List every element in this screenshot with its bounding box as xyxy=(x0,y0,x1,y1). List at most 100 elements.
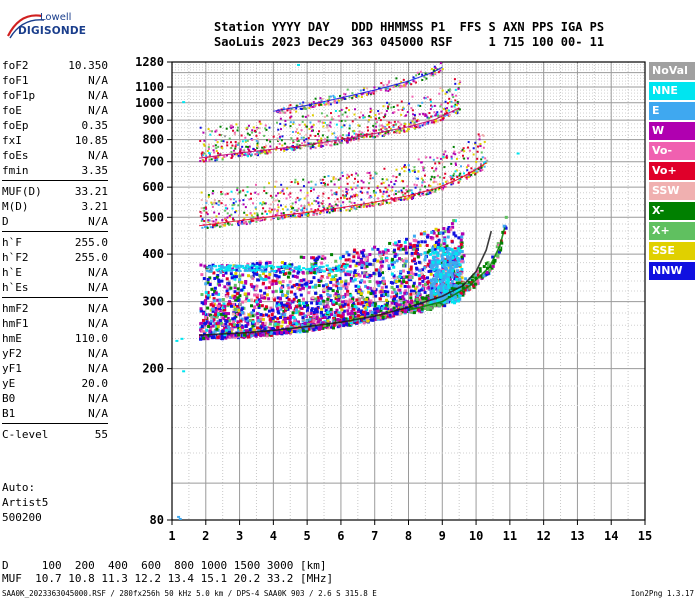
echo-dot-f-layer xyxy=(253,306,257,310)
echo-dot-third-hop xyxy=(444,107,447,110)
echo-dot-f-layer xyxy=(392,274,396,278)
echo-dot-second-hop xyxy=(249,192,252,195)
echo-dot-third-hop xyxy=(413,118,416,121)
echo-dot-third-hop xyxy=(421,101,424,104)
echo-dot-third-hop xyxy=(226,141,229,144)
echo-dot-second-hop xyxy=(467,141,470,144)
echo-dot-x-trace xyxy=(452,286,456,290)
echo-dot-third-hop xyxy=(277,133,280,136)
echo-dot-second-hop xyxy=(256,218,259,221)
param-row: foF1 N/A xyxy=(2,73,108,88)
echo-dot-f-layer xyxy=(439,261,443,265)
echo-dot-fourth-hop xyxy=(412,76,415,79)
echo-dot-f-layer xyxy=(255,312,259,316)
echo-dot-second-hop xyxy=(246,186,249,189)
echo-dot-third-hop xyxy=(427,121,430,124)
echo-dot-f-layer xyxy=(412,247,416,251)
echo-dot-second-hop xyxy=(364,203,367,206)
echo-dot-f-layer xyxy=(330,253,334,257)
echo-dot-x-trace xyxy=(434,303,438,307)
echo-dot-f-layer xyxy=(236,287,240,291)
echo-dot-third-hop xyxy=(373,136,376,139)
echo-dot-f-layer xyxy=(280,301,284,305)
echo-dot-third-hop xyxy=(438,114,441,117)
echo-dot-third-hop xyxy=(256,127,259,130)
echo-dot-f-layer xyxy=(378,316,382,320)
echo-dot-f-layer xyxy=(341,300,345,304)
echo-dot-f-layer xyxy=(378,297,382,301)
echo-dot-third-hop xyxy=(293,146,296,149)
echo-dot-third-hop xyxy=(411,120,414,123)
echo-dot-x-trace xyxy=(476,273,480,277)
echo-dot-f-layer xyxy=(214,311,218,315)
echo-dot-second-hop xyxy=(366,191,369,194)
echo-dot-fourth-hop xyxy=(309,104,312,107)
echo-dot-second-hop xyxy=(460,149,463,152)
echo-dot-third-hop xyxy=(453,78,456,81)
echo-dot-second-hop xyxy=(203,209,206,212)
echo-dot-f-layer xyxy=(412,281,416,285)
echo-dot-f-layer xyxy=(252,263,256,267)
echo-dot-f-layer xyxy=(320,261,324,265)
echo-dot-f-layer xyxy=(451,225,455,229)
echo-dot-second-hop xyxy=(317,208,320,211)
echo-dot-f-layer xyxy=(213,329,217,333)
echo-dot-f-layer xyxy=(346,272,350,276)
echo-dot-f-layer xyxy=(387,267,391,271)
echo-dot-f-layer xyxy=(393,254,397,258)
echo-dot-third-hop xyxy=(208,159,211,162)
echo-dot-f-layer xyxy=(230,276,234,280)
echo-dot-f-layer xyxy=(233,290,237,294)
echo-dot-f-layer xyxy=(221,330,225,334)
echo-dot-f-layer xyxy=(329,307,333,311)
echo-dot-second-hop xyxy=(348,200,351,203)
echo-dot-second-hop xyxy=(211,203,214,206)
echo-dot-f-layer xyxy=(318,302,322,306)
echo-dot-second-hop xyxy=(237,221,240,224)
echo-dot-f-layer xyxy=(311,256,315,260)
echo-dot-second-hop xyxy=(262,201,265,204)
echo-dot-second-hop xyxy=(472,147,475,150)
echo-dot-third-hop xyxy=(456,102,459,105)
echo-dot-streak xyxy=(297,265,301,268)
echo-dot-second-hop xyxy=(258,218,261,221)
echo-dot-f-layer xyxy=(412,289,416,293)
echo-dot-f-layer xyxy=(223,333,227,337)
echo-dot-fourth-hop xyxy=(412,80,415,83)
echo-dot-third-hop xyxy=(258,131,261,134)
echo-dot-f-layer xyxy=(314,326,318,330)
echo-dot-second-hop xyxy=(212,224,215,227)
echo-dot-second-hop xyxy=(399,196,402,199)
echo-dot-f-layer xyxy=(220,321,224,325)
echo-dot-f-layer xyxy=(252,285,256,289)
echo-dot-second-hop xyxy=(361,191,364,194)
echo-dot-second-hop xyxy=(304,213,307,216)
echo-dot-f-layer xyxy=(260,317,264,321)
echo-dot-f-layer xyxy=(229,304,233,308)
echo-dot-third-hop xyxy=(352,137,355,140)
echo-dot-f-layer xyxy=(240,307,244,311)
echo-dot-third-hop xyxy=(248,133,251,136)
echo-dot-second-hop xyxy=(269,218,272,221)
echo-dot-second-hop xyxy=(341,190,344,193)
echo-dot-second-hop xyxy=(450,162,453,165)
echo-dot-f-layer xyxy=(363,262,367,266)
echo-dot-second-hop xyxy=(371,203,374,206)
echo-dot-third-hop xyxy=(442,108,445,111)
echo-dot-f-layer xyxy=(286,275,290,279)
echo-dot-second-hop xyxy=(212,220,215,223)
echo-dot-f-layer xyxy=(298,288,302,292)
echo-dot-f-layer xyxy=(404,310,408,314)
echo-dot-second-hop xyxy=(422,169,425,172)
echo-dot-x-trace xyxy=(497,250,501,254)
echo-dot-third-hop xyxy=(215,150,218,153)
echo-dot-fourth-hop xyxy=(430,67,433,70)
echo-dot-f-layer xyxy=(382,293,386,297)
echo-dot-third-hop xyxy=(333,143,336,146)
echo-dot-third-hop xyxy=(244,140,247,143)
echo-dot-second-hop xyxy=(338,186,341,189)
echo-dot-f-layer xyxy=(404,259,408,263)
echo-dot-third-hop xyxy=(403,130,406,133)
echo-dot-f-layer xyxy=(321,326,325,330)
echo-dot-third-hop xyxy=(214,130,217,133)
